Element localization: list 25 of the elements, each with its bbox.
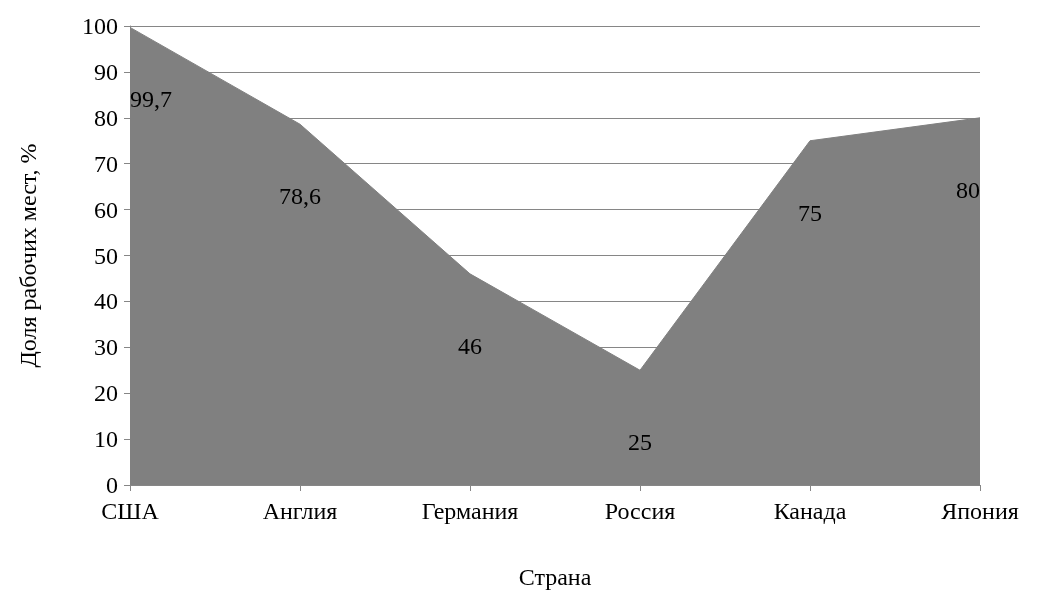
data-label: 25 [628,429,652,456]
x-tick-label: Япония [941,498,1019,524]
x-tick-label: США [101,498,160,524]
x-axis-title: Страна [518,564,592,590]
data-label: 75 [798,199,822,226]
y-tick-label: 30 [94,334,118,361]
data-label: 80 [956,176,980,203]
y-tick-label: 60 [94,196,118,223]
x-tick-label: Канада [773,498,847,524]
y-tick-label: 10 [94,426,118,453]
y-tick-label: 20 [94,380,118,407]
y-tick-label: 100 [82,13,118,39]
y-tick-label: 70 [94,150,118,177]
y-tick-label: 90 [94,58,118,85]
y-tick-label: 80 [94,104,118,131]
x-tick-label: Англия [262,498,338,524]
y-tick-label: 0 [106,472,118,498]
y-tick-label: 50 [94,242,118,269]
x-tick-label: Германия [421,498,519,524]
data-label: 78,6 [279,183,321,210]
x-tick-label: Россия [604,498,676,524]
data-label: 99,7 [130,86,172,113]
y-tick-label: 40 [94,288,118,315]
data-label: 46 [458,332,482,359]
y-axis-title: Доля рабочих мест, % [15,143,41,368]
